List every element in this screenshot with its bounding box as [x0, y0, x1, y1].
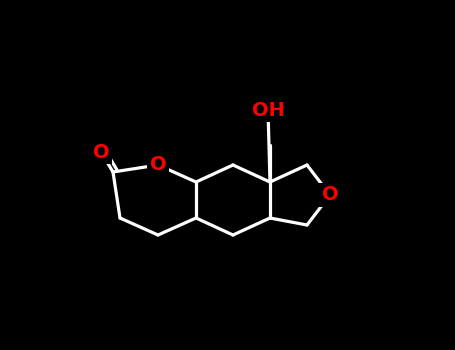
Text: OH: OH	[252, 100, 284, 119]
Text: O: O	[93, 142, 109, 161]
Text: O: O	[322, 186, 339, 204]
Text: O: O	[150, 155, 167, 175]
